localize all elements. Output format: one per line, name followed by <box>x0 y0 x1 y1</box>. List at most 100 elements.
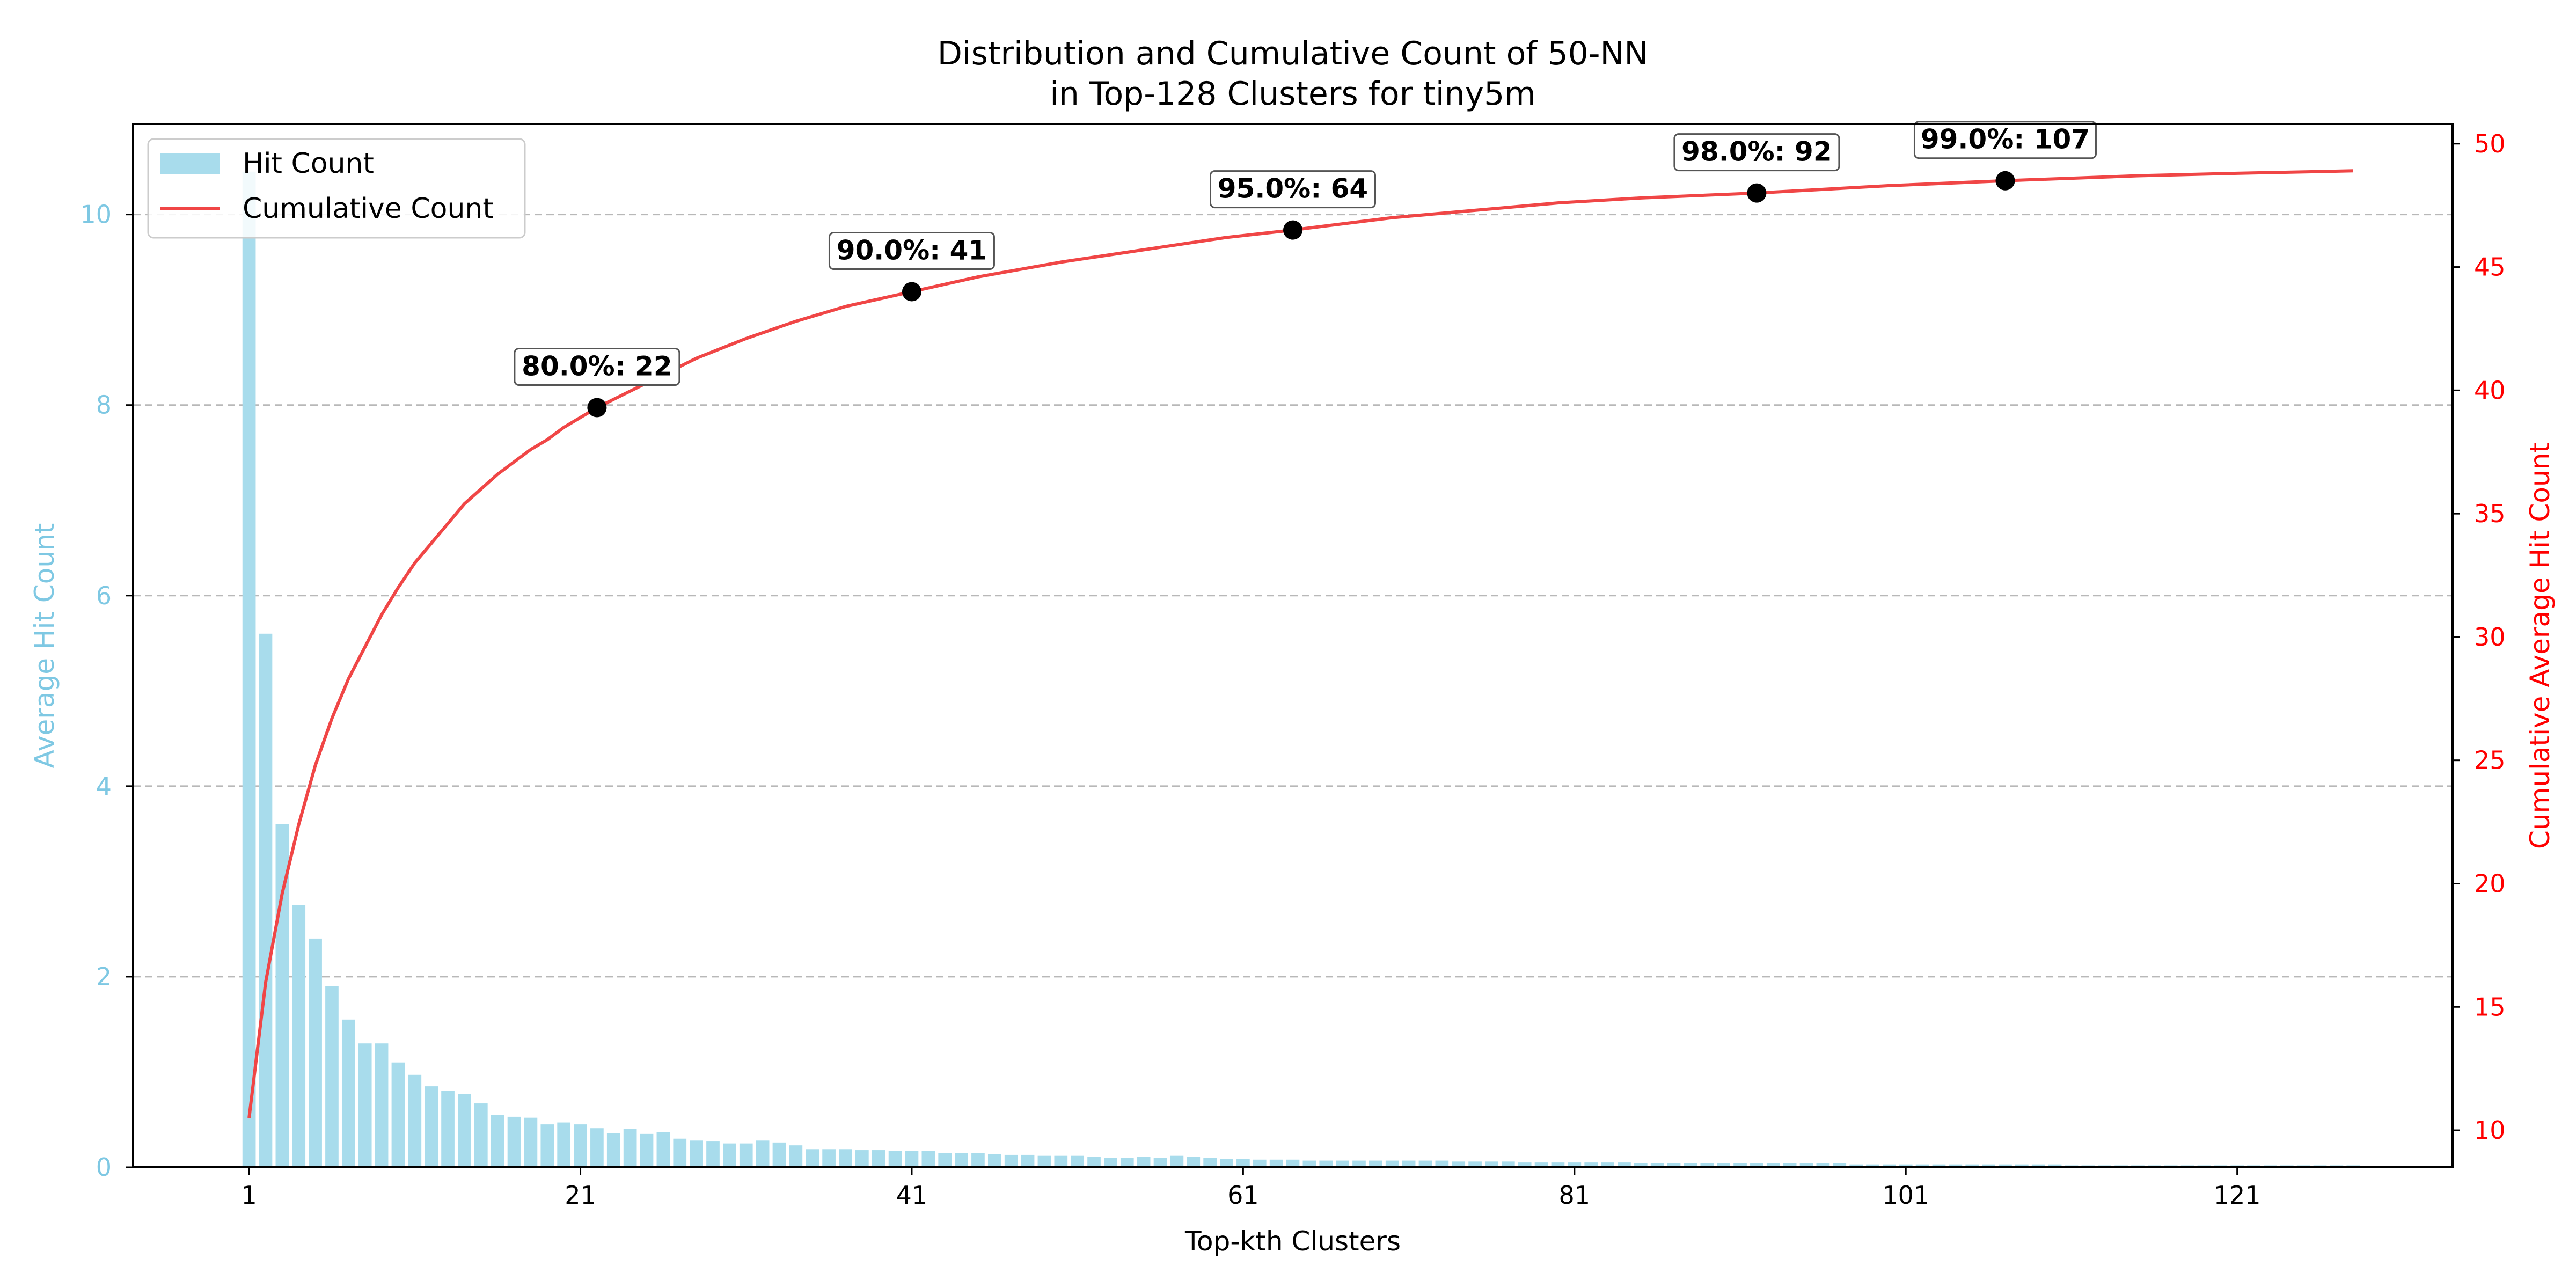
hit-count-bar <box>2048 1164 2062 1167</box>
hit-count-bar <box>1700 1163 1714 1167</box>
hit-count-bar <box>1915 1164 1929 1167</box>
hit-count-bar <box>1137 1157 1151 1167</box>
hit-count-bar <box>1302 1160 1316 1167</box>
hit-count-bar <box>1932 1164 1946 1167</box>
y-left-tick-label: 4 <box>96 772 112 801</box>
line-layer <box>247 169 2353 1118</box>
hit-count-bar <box>408 1074 422 1167</box>
hit-count-bar <box>673 1138 687 1167</box>
hit-count-bar <box>1518 1162 1532 1167</box>
annotation-marker <box>1747 183 1767 203</box>
hit-count-bar <box>987 1154 1001 1167</box>
hit-count-bar <box>772 1142 786 1167</box>
annotation-box <box>1913 121 2097 159</box>
hit-count-bar <box>1352 1160 1366 1167</box>
x-tick-label: 101 <box>1882 1181 1929 1210</box>
hit-count-bar <box>623 1129 637 1167</box>
hit-count-bar <box>2031 1164 2045 1167</box>
annotation-marker <box>902 282 921 302</box>
x-tick-label: 81 <box>1559 1181 1591 1210</box>
hit-count-bar <box>1087 1157 1101 1167</box>
annotation-box <box>514 348 680 386</box>
x-tick-label: 61 <box>1227 1181 1259 1210</box>
plot-frame <box>132 123 2454 1168</box>
legend-bar-swatch <box>160 153 220 174</box>
hit-count-bar <box>1667 1163 1681 1167</box>
hit-count-bar <box>557 1122 571 1167</box>
hit-count-bar <box>1004 1154 1018 1167</box>
hit-count-bar <box>1435 1160 1449 1167</box>
hit-count-bar <box>921 1151 935 1167</box>
hit-count-bar <box>1733 1163 1747 1167</box>
hit-count-bar <box>441 1091 455 1167</box>
hit-count-bar <box>1054 1155 1068 1167</box>
hit-count-bar <box>1402 1160 1416 1167</box>
grid-layer <box>133 214 2453 978</box>
hit-count-bar <box>656 1132 670 1167</box>
hit-count-bar <box>1849 1164 1863 1167</box>
hit-count-bar <box>2015 1164 2029 1167</box>
annotation-label: 98.0%: 92 <box>1681 136 1832 167</box>
y-right-tick-label: 15 <box>2474 992 2506 1021</box>
hit-count-bar <box>524 1117 538 1167</box>
hit-count-bar <box>1766 1163 1780 1167</box>
hit-count-bar <box>425 1086 438 1167</box>
hit-count-bar <box>259 633 273 1167</box>
bars-layer <box>242 171 2360 1168</box>
x-axis-label: Top-kth Clusters <box>1184 1226 1401 1257</box>
hit-count-bar <box>1833 1163 1847 1167</box>
hit-count-bar <box>341 1019 355 1167</box>
hit-count-bar <box>1468 1161 1482 1167</box>
legend-hit-count: Hit Count <box>243 148 374 180</box>
chart-title-line2: in Top-128 Clusters for tiny5m <box>1050 75 1535 113</box>
hit-count-bar <box>1634 1163 1648 1167</box>
hit-count-bar <box>574 1124 587 1167</box>
hit-count-bar <box>1452 1161 1466 1167</box>
hit-count-bar <box>872 1150 885 1167</box>
hit-count-bar <box>1534 1162 1548 1167</box>
hit-count-bar <box>358 1043 372 1167</box>
y-right-tick-label: 25 <box>2474 746 2506 775</box>
hit-count-bar <box>806 1149 819 1167</box>
legend: Hit Count Cumulative Count <box>147 138 526 239</box>
hit-count-bar <box>1883 1164 1896 1167</box>
annotation-label: 95.0%: 64 <box>1218 173 1368 204</box>
hit-count-bar <box>640 1133 654 1167</box>
hit-count-bar <box>1965 1164 1979 1167</box>
hit-count-bar <box>292 905 306 1167</box>
y-left-tick-label: 2 <box>96 962 112 991</box>
hit-count-bar <box>1866 1164 1879 1167</box>
y-left-tick-label: 6 <box>96 581 112 610</box>
hit-count-bar <box>458 1094 471 1167</box>
hit-count-bar <box>1982 1164 1995 1167</box>
hit-count-bar <box>1584 1162 1598 1167</box>
hit-count-bar <box>1369 1160 1382 1167</box>
legend-cumulative-count: Cumulative Count <box>243 193 494 225</box>
hit-count-bar <box>474 1103 488 1167</box>
y-left-tick-label: 8 <box>96 391 112 420</box>
hit-count-bar <box>1336 1160 1349 1167</box>
hit-count-bar <box>1750 1163 1763 1167</box>
hit-count-bar <box>325 986 339 1167</box>
y-left-axis-label: Average Hit Count <box>29 523 60 769</box>
hit-count-bar <box>1949 1164 1963 1167</box>
hit-count-bar <box>1717 1163 1731 1167</box>
y-right-tick-label: 35 <box>2474 499 2506 528</box>
annotation-marker <box>1995 171 2015 191</box>
x-tick-label: 21 <box>565 1181 596 1210</box>
hit-count-bar <box>1236 1159 1250 1167</box>
hit-count-bar <box>1650 1163 1664 1167</box>
y-right-axis-label: Cumulative Average Hit Count <box>2524 442 2556 849</box>
hit-count-bar <box>1319 1160 1333 1167</box>
hit-count-bar <box>1170 1155 1184 1167</box>
hit-count-bar <box>938 1153 952 1167</box>
y-left-tick-label: 10 <box>80 200 112 229</box>
annotation-box <box>1673 133 1840 172</box>
hit-count-bar <box>706 1141 720 1167</box>
hit-count-bar <box>1037 1155 1051 1167</box>
hit-count-bar <box>1999 1164 2012 1167</box>
hit-count-bar <box>955 1153 968 1167</box>
hit-count-bar <box>905 1151 919 1167</box>
